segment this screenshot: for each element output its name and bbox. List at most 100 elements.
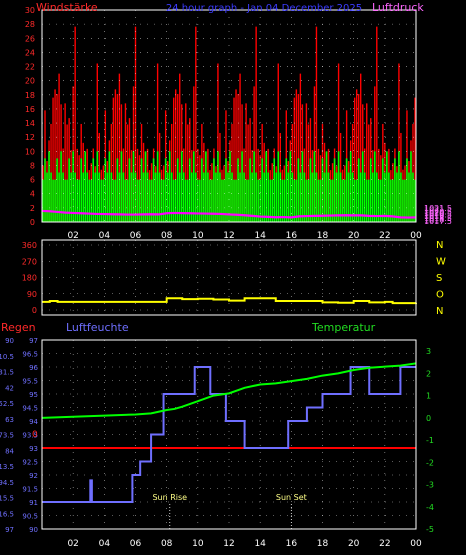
pressure-y-tick-label: 1019.5 [424,211,452,220]
pressure-y-tick-label: 1017.5 [424,217,452,226]
humidity-x-tick-label: 00 [410,539,422,549]
rain-y-tick-label: 13.5 [0,463,14,471]
pressure-y-tick-label: 1019 [424,212,444,221]
rain-y-tick-label: 97 [5,526,14,534]
rain-y-ticks: 90 10.5 31.5 42 52.5 63 73.5 84 13.5 94.5 115.5 16.… [0,337,15,534]
temperature-y-tick-label: -5 [426,525,434,534]
humidity-y-tick-label: 91 [29,499,38,507]
wind-x-tick-label: 20 [348,231,360,241]
rain-y-tick-label: 52.5 [0,400,14,408]
temperature-y-tick-label: 1 [426,392,431,401]
direction-line [42,297,417,305]
temperature-y-tick-label: -1 [426,436,434,445]
humidity-y-tick-label: 95 [29,391,38,399]
humidity-y-tick-label: 95.5 [22,378,38,386]
humidity-x-tick-label: 06 [130,539,142,549]
humidity-y-tick-label: 93.5 [22,432,38,440]
wind-y-tick-label: 28 [25,20,35,29]
temperature-y-tick-label: -3 [426,481,434,490]
humidity-y-tick-label: 96.5 [22,351,38,359]
wind-y-tick-label: 18 [25,91,35,100]
wind-y-tick-label: 6 [30,176,35,185]
compass-label: S [436,273,442,284]
wind-y-tick-label: 2 [30,204,35,213]
direction-y-tick-label: 270 [22,257,37,266]
wind-x-tick-label: 08 [161,231,173,241]
compass-label: N [436,240,443,251]
humidity-y-tick-label: 94 [29,418,38,426]
rain-y-tick-label: 16.5 [0,510,14,518]
wind-y-tick-label: 24 [25,48,35,57]
humidity-axis-label: Luftfeuchte [66,321,129,334]
wind-y-tick-label: 14 [25,119,35,128]
humidity-x-tick-label: 20 [348,539,360,549]
humidity-panel-frame [41,339,417,530]
wind-y-tick-label: 0 [30,218,35,227]
rain-y-tick-label: 94.5 [0,479,14,487]
direction-y-ticks: 0 90 180 270 360 [22,241,37,315]
wind-x-tick-label: 10 [192,231,204,241]
pressure-y-tick-label: 1021.5 [424,204,452,213]
wind-y-tick-label: 30 [25,6,35,15]
temperature-y-tick-label: -2 [426,458,434,467]
rain-zero-label: 0 [32,430,38,440]
wind-chart-title: 24 hour graph - Jan 04 December 2025 [166,3,362,14]
humidity-x-tick-label: 14 [254,539,266,549]
wind-x-tick-label: 04 [99,231,111,241]
rain-y-tick-label: 115.5 [0,495,14,503]
humidity-y-tick-label: 96 [29,364,38,372]
temperature-y-tick-label: -4 [426,503,434,512]
humidity-x-tick-label: 10 [192,539,204,549]
wind-x-tick-label: 14 [254,231,266,241]
humidity-y-tick-label: 90.5 [22,513,38,521]
temperature-line [41,362,417,419]
pressure-axis-label: Luftdruck [372,1,424,14]
wind-x-ticks: 02 04 06 08 10 12 14 16 18 20 22 00 [67,231,422,241]
wind-x-tick-label: 18 [317,231,329,241]
pressure-y-ticks: 1017.510181018.510191019.510201020.51021… [424,204,452,226]
wind-y-tick-label: 22 [25,63,35,72]
temperature-y-ticks: -5 -4 -3 -2 -1 0 1 2 3 [426,347,434,534]
direction-y-tick-label: 180 [22,274,37,283]
wind-y-tick-label: 20 [25,77,35,86]
direction-y-tick-label: 360 [22,241,37,250]
wind-x-tick-label: 02 [67,231,78,241]
direction-y-tick-label: 0 [32,306,37,315]
pressure-line [41,209,417,219]
rain-axis-label: Regen [1,321,36,334]
humidity-x-tick-label: 12 [223,539,234,549]
wind-y-tick-label: 26 [25,34,35,43]
compass-label: N [436,306,443,317]
rain-y-tick-label: 90 [5,337,14,345]
direction-panel-frame [41,239,417,316]
wind-panel-frame [41,9,417,223]
humidity-line [42,366,416,503]
wind-x-tick-label: 22 [379,231,390,241]
rain-y-tick-label: 73.5 [0,432,14,440]
rain-y-tick-label: 63 [5,416,14,424]
humidity-x-ticks: 02 04 06 08 10 12 14 16 18 20 22 00 [67,539,422,549]
pressure-y-tick-label: 1018.5 [424,214,452,223]
humidity-y-tick-label: 92 [29,472,38,480]
humidity-temperature-panel: Sun Rise Sun Set 90 90.5 91 91.5 92 92.5 93 93.5… [0,321,434,549]
humidity-x-tick-label: 02 [67,539,78,549]
wind-x-tick-label: 12 [223,231,234,241]
temperature-axis-label: Temperatur [311,321,376,334]
rain-y-tick-label: 42 [5,384,14,392]
wind-y-tick-label: 16 [25,105,35,114]
rain-y-tick-label: 84 [5,447,14,455]
wind-axis-label: Windstärke [36,1,98,14]
humidity-y-tick-label: 91.5 [22,486,38,494]
pressure-y-tick-label: 1018 [424,216,444,225]
wind-x-tick-label: 06 [130,231,142,241]
rain-y-tick-label: 10.5 [0,353,14,361]
wind-y-tick-label: 12 [25,133,35,142]
humidity-x-tick-label: 18 [317,539,329,549]
humidity-y-tick-label: 90 [29,526,38,534]
wind-y-tick-label: 4 [30,190,35,199]
pressure-y-tick-label: 1021 [424,206,444,215]
